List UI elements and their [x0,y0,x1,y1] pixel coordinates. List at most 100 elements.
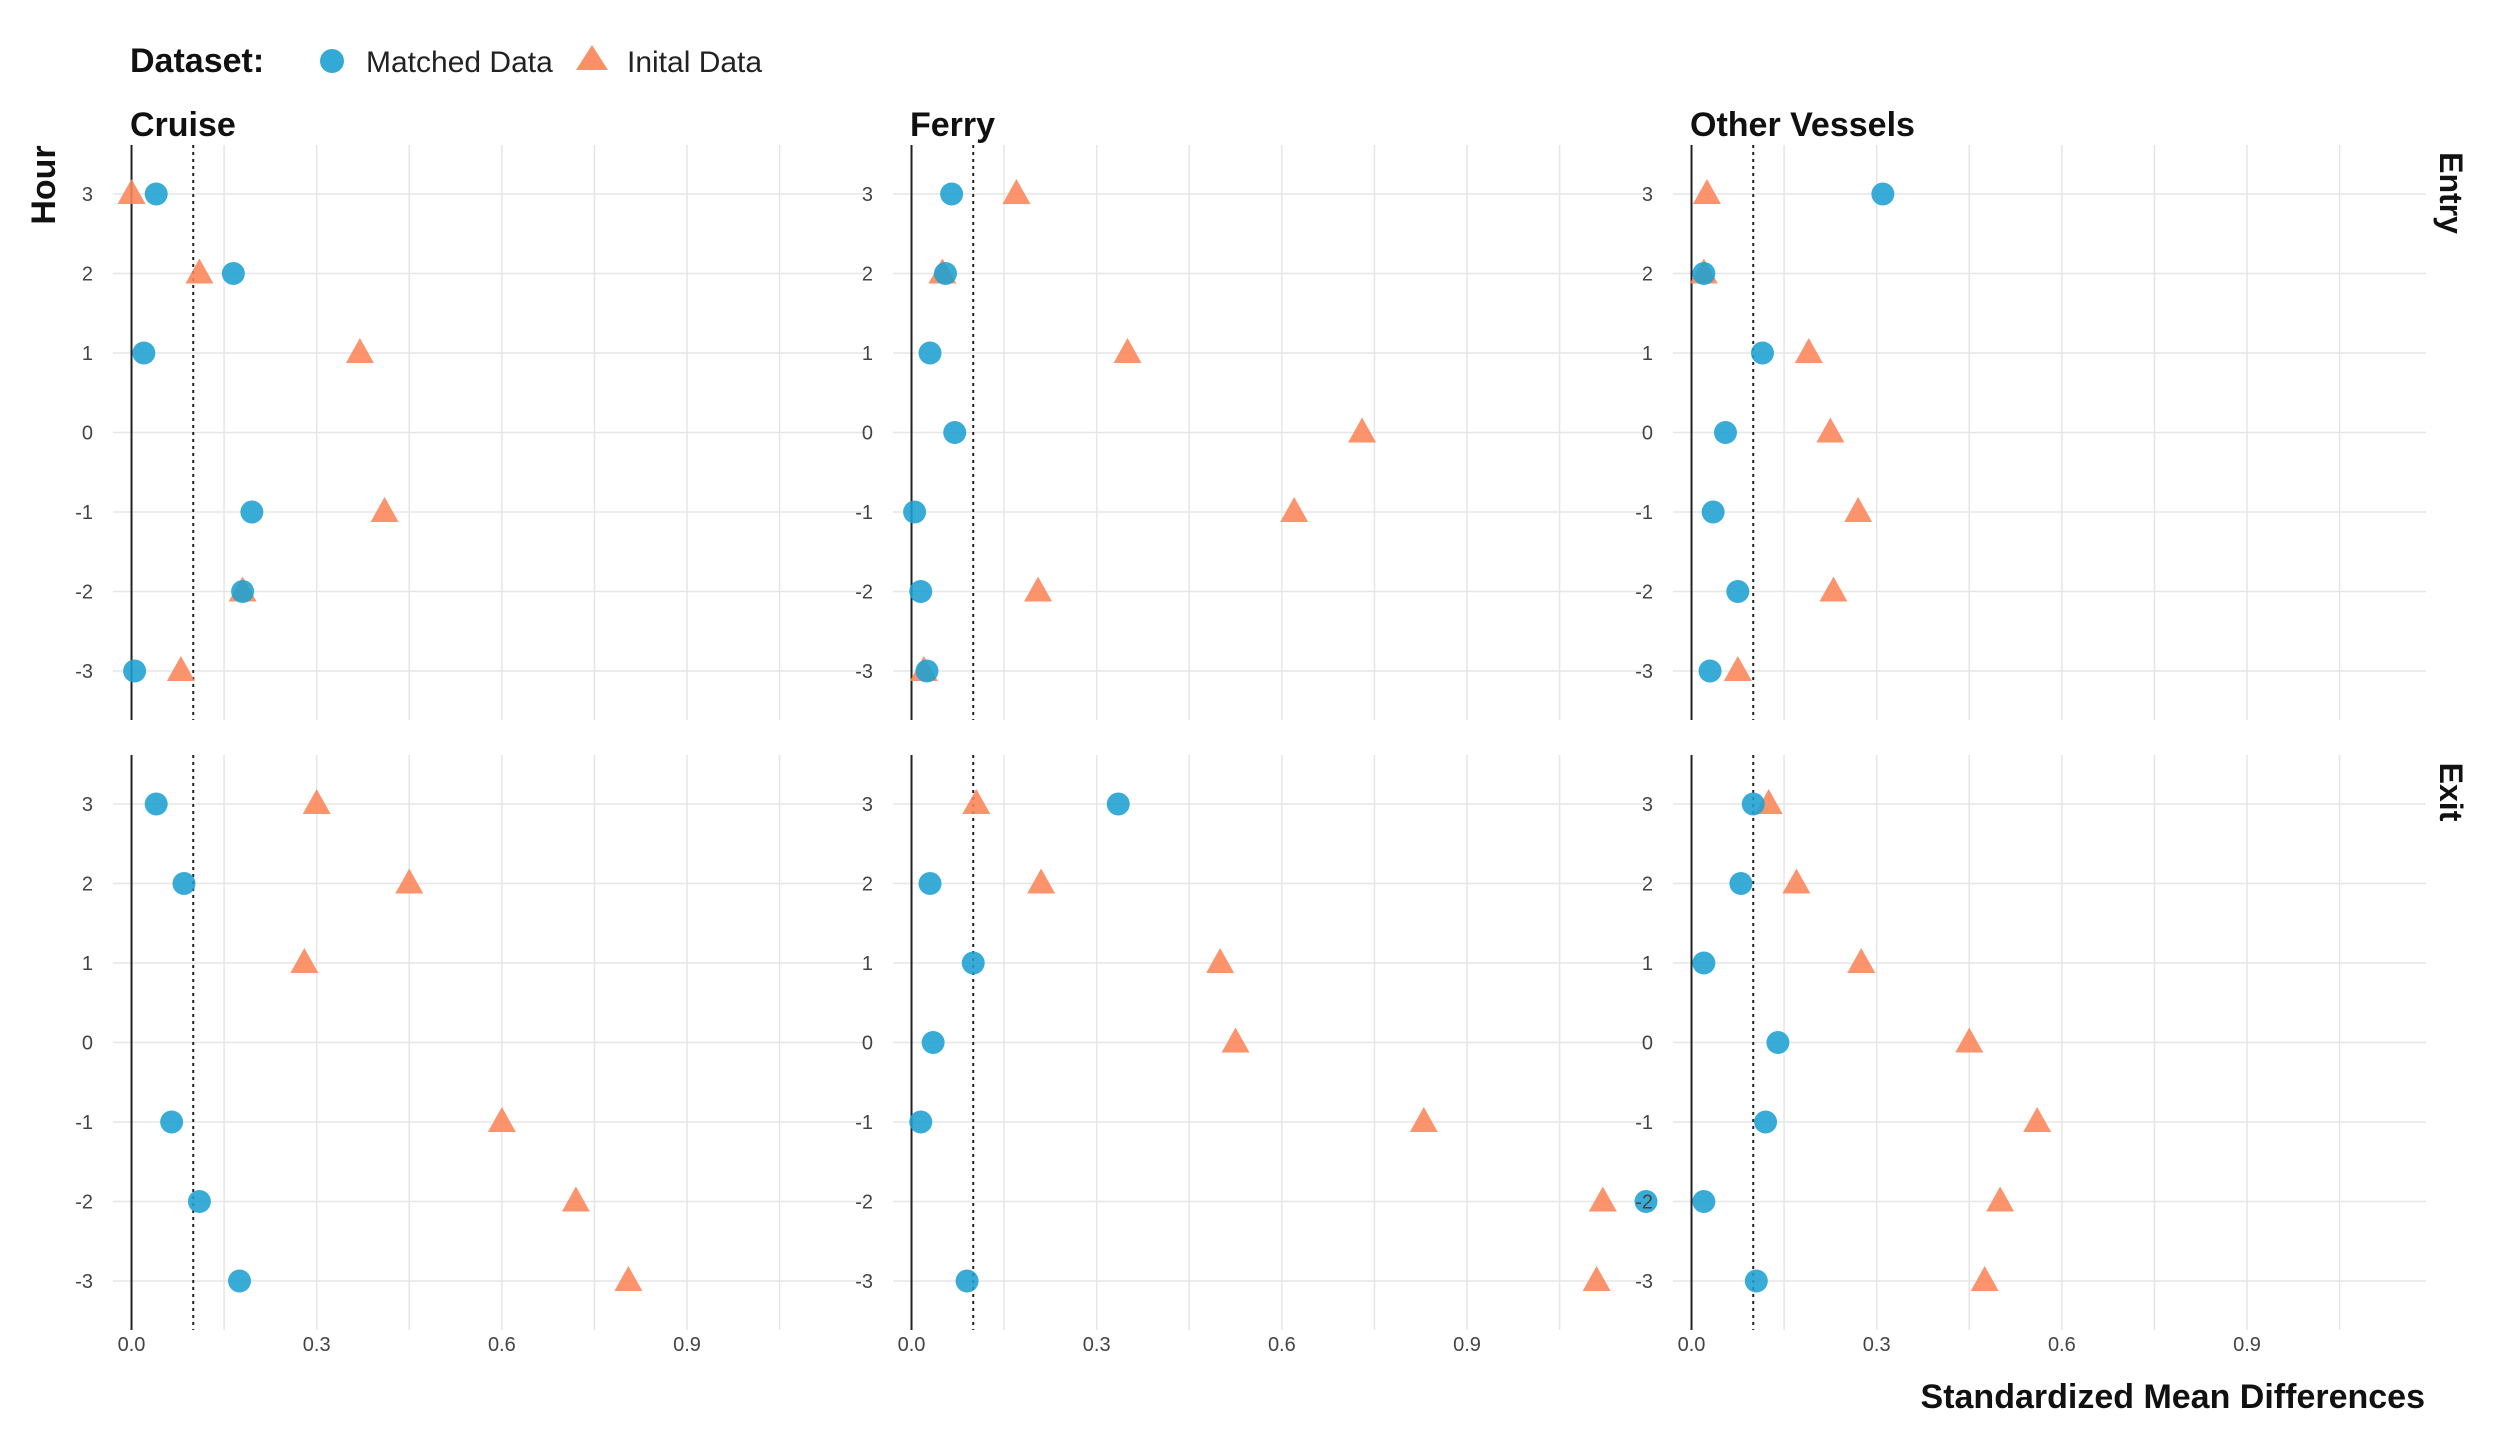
initial-data-point [1955,1027,1984,1053]
y-tick-label: -1 [1635,1112,1653,1134]
matched-data-point [909,580,933,603]
initial-data-point [561,1186,590,1212]
matched-data-point [955,1269,979,1293]
x-tick-label: 0.3 [303,1334,331,1356]
initial-data-point [1221,1027,1250,1053]
matched-data-point [903,500,927,524]
x-tick-label: 0.9 [673,1334,701,1356]
matched-data-point [1692,1190,1716,1213]
y-axis-title: Hour [25,145,63,224]
y-tick-label: 1 [1642,953,1653,975]
initial-data-point [302,789,331,814]
panel-other-vessels-entry: 3 2 1 0 -1 -2 -3 [1635,145,2426,720]
y-tick-label: -3 [75,661,93,683]
y-tick-label: 2 [1642,874,1653,896]
y-tick-label: 2 [82,264,93,286]
y-tick-label: 0 [862,423,873,445]
initial-data-point [1024,576,1053,602]
initial-data-point [185,258,214,284]
x-tick-label: 0.0 [118,1334,146,1356]
initial-data-point [1588,1186,1617,1212]
matched-data-point [943,421,967,444]
x-tick-label: 0.0 [1678,1334,1706,1356]
x-tick-label: 0.3 [1083,1334,1111,1356]
y-tick-label: -3 [855,661,873,683]
y-tick-label: 0 [1642,1033,1653,1055]
y-tick-label: 0 [1642,423,1653,445]
initial-data-point [1027,868,1056,894]
initial-data-point [1692,179,1721,204]
initial-data-point [1794,338,1823,363]
legend-matched-marker [320,49,344,73]
y-tick-label: 0 [862,1033,873,1055]
matched-data-point [940,182,964,206]
matched-data-point [132,341,156,365]
panel-ferry-exit: 3 2 1 0 -1 -2 -3 0.0 0.3 0.6 0.9 [855,755,1658,1356]
y-tick-label: -1 [855,502,873,524]
initial-data-point [1206,948,1235,973]
y-tick-label: 3 [1642,794,1653,816]
initial-data-point [290,948,319,973]
y-tick-label: -2 [75,1192,93,1214]
x-tick-label: 0.0 [898,1334,926,1356]
initial-data-point [1782,868,1811,894]
y-tick-label: -2 [855,1192,873,1214]
y-tick-label: -3 [855,1271,873,1293]
x-axis-title: Standardized Mean Differences [1921,1378,2425,1416]
matched-data-point [1766,1031,1790,1054]
matched-data-point [240,500,264,524]
matched-data-point [909,1110,933,1134]
initial-data-point [370,497,399,522]
initial-data-point [166,656,195,681]
matched-data-point [1729,872,1753,895]
panel-cruise-exit: 3 2 1 0 -1 -2 -3 0.0 0.3 0.6 0.9 [75,755,866,1356]
initial-data-point [1847,948,1876,973]
initial-data-point [1348,417,1377,443]
y-tick-label: -1 [75,1112,93,1134]
matched-data-point [1692,951,1716,975]
matched-data-point [1744,1269,1768,1293]
y-tick-label: 0 [82,1033,93,1055]
matched-data-point [231,580,255,603]
facet-title-other-vessels: Other Vessels [1690,106,1915,144]
initial-data-point [1816,417,1845,443]
matched-data-point [933,262,957,285]
initial-data-point [962,789,991,814]
y-tick-label: 1 [82,343,93,365]
y-tick-label: -1 [1635,502,1653,524]
matched-data-point [1698,659,1722,683]
facet-panels: 3 2 1 0 -1 -2 -3 3 2 1 0 -1 -2 -3 3 2 1 0 -1 -2 -3 3 2 1 0 -1 -2 -3… [75,145,2426,1356]
x-tick-label: 0.9 [1453,1334,1481,1356]
initial-data-point [1113,338,1142,363]
initial-data-point [1409,1107,1438,1132]
matched-data-point [221,262,245,285]
matched-data-point [918,341,942,365]
x-tick-label: 0.6 [488,1334,516,1356]
y-tick-label: 3 [1642,184,1653,206]
y-tick-label: 3 [82,184,93,206]
x-tick-label: 0.6 [1268,1334,1296,1356]
y-tick-label: -2 [1635,582,1653,604]
matched-data-point [961,951,985,975]
facet-row-exit: Exit [2433,763,2469,822]
initial-data-point [117,179,146,204]
matched-data-point [918,872,942,895]
panel-other-vessels-exit: 3 2 1 0 -1 -2 -3 0.0 0.3 0.6 0.9 [1635,755,2426,1356]
initial-data-point [1819,576,1848,602]
y-tick-label: 2 [862,264,873,286]
y-tick-label: 2 [1642,264,1653,286]
initial-data-point [1970,1266,1999,1291]
y-tick-label: -3 [1635,661,1653,683]
x-tick-label: 0.6 [2048,1334,2076,1356]
initial-data-point [345,338,374,363]
facet-row-entry: Entry [2433,152,2469,234]
panel-cruise-entry: 3 2 1 0 -1 -2 -3 [75,145,866,720]
initial-data-point [614,1266,643,1291]
y-tick-label: -2 [75,582,93,604]
legend-initial-label: Inital Data [627,46,762,79]
matched-data-point [1106,792,1130,816]
matched-data-point [144,182,168,206]
initial-data-point [1844,497,1873,522]
y-tick-label: 1 [1642,343,1653,365]
